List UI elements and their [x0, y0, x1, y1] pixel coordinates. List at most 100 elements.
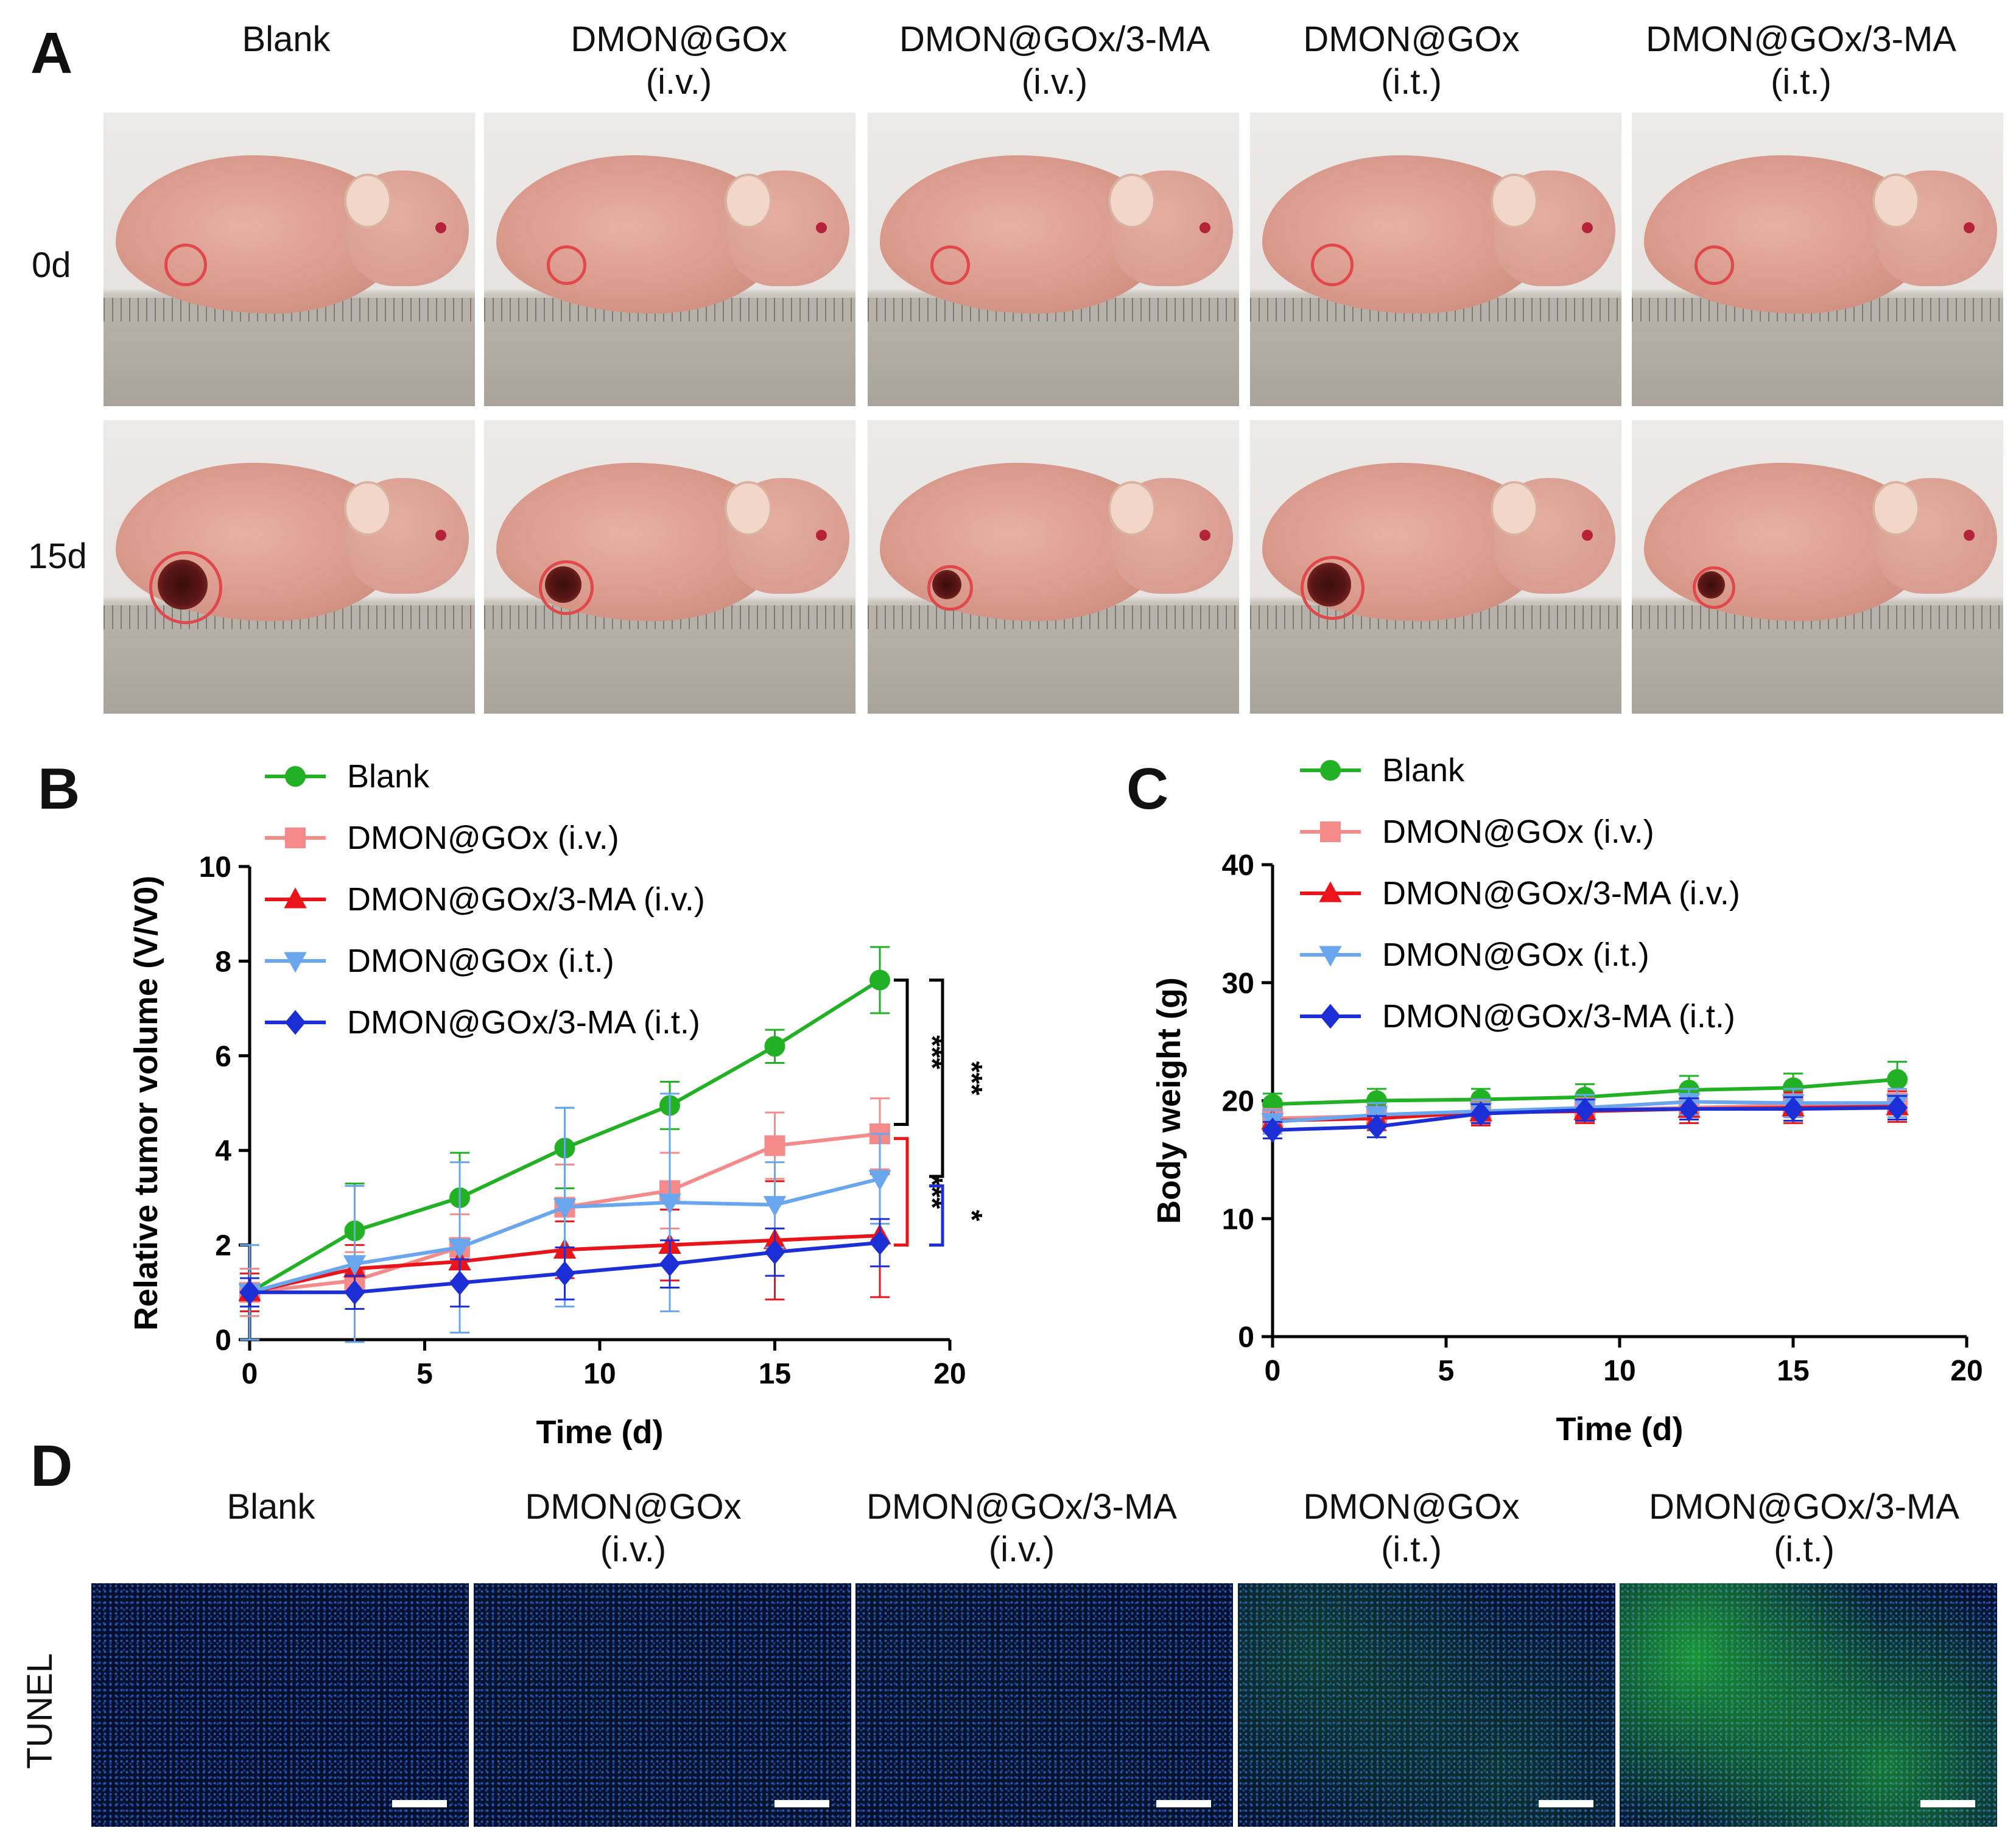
mouse-photo [1250, 420, 1621, 714]
panel-letter-b: B [38, 756, 80, 821]
x-tick-label: 0 [1265, 1355, 1281, 1387]
significance-label: * [955, 1210, 988, 1222]
panel-letter-d: D [30, 1433, 73, 1499]
panel-d-column-label: DMON@GOx (i.v.) [444, 1486, 822, 1571]
mouse-eye [1199, 222, 1210, 233]
mouse-eye [435, 530, 446, 541]
panel-a-column-label: DMON@GOx (i.v.) [490, 18, 868, 104]
data-point [285, 766, 306, 787]
chart-c: 0 10 20 30 40 0 5 10 15 20 Time (d) Body weight (g)… [1151, 752, 1983, 1447]
significance-bracket [894, 978, 909, 1126]
scale-bar [1920, 1800, 1975, 1807]
data-point [553, 1198, 577, 1219]
ruler [1250, 605, 1621, 714]
panel-a-column-label-line2: (i.v.) [645, 62, 712, 102]
ruler [484, 605, 855, 714]
tumor-circle [1693, 566, 1735, 609]
data-point [1319, 946, 1342, 967]
panel-letter-c: C [1126, 756, 1169, 821]
data-point [869, 969, 890, 991]
data-point [658, 1194, 681, 1215]
ruler [1632, 297, 2003, 406]
tumor-circle [1300, 555, 1364, 620]
mouse-eye [1199, 530, 1210, 541]
x-tick-label: 0 [242, 1358, 258, 1390]
mouse-eye [816, 530, 827, 541]
panel-d-column-label: DMON@GOx (i.t.) [1223, 1486, 1600, 1571]
x-tick-label: 10 [1603, 1355, 1635, 1387]
significance-bracket [929, 978, 944, 1178]
data-point [1320, 760, 1341, 781]
tumor-circle [927, 564, 973, 611]
mouse-photo [868, 420, 1239, 714]
tumor-circle [1694, 245, 1734, 285]
panel-a-column-label-line1: DMON@GOx [571, 19, 787, 59]
y-tick-label: 40 [1222, 849, 1254, 882]
mouse-ear [344, 481, 392, 536]
panel-a-column-label-line1: DMON@GOx/3-MA [899, 19, 1210, 59]
data-point [868, 1170, 891, 1191]
data-point [343, 1255, 367, 1276]
tumor-circle [539, 560, 594, 615]
data-point [1783, 1096, 1804, 1122]
y-axis-label: Body weight (g) [1151, 977, 1187, 1224]
series-3 [238, 1092, 891, 1343]
row-label-tunel: TUNEL [20, 1653, 60, 1769]
tunel-image [1620, 1583, 1997, 1827]
tumor-circle [930, 245, 970, 285]
mouse-ear [1108, 174, 1156, 228]
panel-d-column-label-line2: (i.v.) [988, 1530, 1055, 1569]
tumor-circle [546, 245, 586, 285]
data-point [285, 828, 306, 848]
data-point [284, 887, 307, 909]
mouse-ear [725, 174, 772, 228]
y-tick-label: 6 [215, 1041, 231, 1073]
row-label-0d: 0d [32, 245, 71, 285]
ruler [868, 605, 1239, 714]
mouse-photo [104, 113, 475, 406]
tunel-image [1238, 1583, 1615, 1827]
ruler [104, 297, 475, 406]
mouse-photo [1250, 113, 1621, 406]
panel-a-column-label-line2: (i.t.) [1771, 62, 1832, 102]
y-tick-label: 0 [1238, 1321, 1254, 1354]
x-tick-label: 15 [759, 1358, 791, 1390]
x-tick-label: 20 [933, 1358, 966, 1390]
data-point [1679, 1096, 1699, 1122]
data-point [1575, 1097, 1595, 1123]
mouse-eye [435, 222, 446, 233]
data-point [284, 952, 307, 973]
tunel-image [91, 1583, 469, 1827]
panel-d-column-label: Blank [82, 1486, 460, 1528]
mouse-photo [1632, 113, 2003, 406]
tumor-circle [149, 551, 222, 624]
y-tick-label: 20 [1222, 1086, 1254, 1118]
y-axis-label: Relative tumor volume (V/V0) [128, 876, 164, 1331]
panel-a-column-label: DMON@GOx/3-MA (i.t.) [1612, 18, 1990, 104]
panel-d-column-label: DMON@GOx/3-MA (i.t.) [1615, 1486, 1993, 1571]
significance-bracket [929, 1184, 944, 1247]
chart-b: 0 2 4 6 8 10 0 5 10 15 20 Time (d) Relative tumor vo… [128, 758, 988, 1450]
tumor-circle [164, 244, 207, 286]
mouse-eye [1582, 530, 1593, 541]
panel-d-column-label-line1: DMON@GOx [1303, 1487, 1520, 1527]
data-point [1320, 821, 1341, 842]
mouse-photo [104, 420, 475, 714]
mouse-photo [484, 113, 855, 406]
legend-label: DMON@GOx (i.t.) [347, 943, 614, 979]
data-point [344, 1279, 365, 1305]
mouse-ear [1491, 481, 1538, 536]
panel-a-column-label-line2: (i.v.) [1021, 62, 1088, 102]
mouse-ear [1872, 174, 1920, 228]
panel-a-column-label: Blank [97, 18, 475, 61]
tunel-image [855, 1583, 1233, 1827]
x-tick-label: 20 [1950, 1355, 1983, 1387]
ruler [868, 297, 1239, 406]
mouse-ear [344, 174, 392, 228]
x-axis-label: Time (d) [536, 1414, 663, 1450]
legend-label: DMON@GOx/3-MA (i.v.) [1382, 875, 1740, 912]
x-tick-label: 5 [1438, 1355, 1455, 1387]
data-point [659, 1251, 680, 1277]
x-tick-label: 15 [1777, 1355, 1809, 1387]
scale-bar [392, 1800, 447, 1807]
